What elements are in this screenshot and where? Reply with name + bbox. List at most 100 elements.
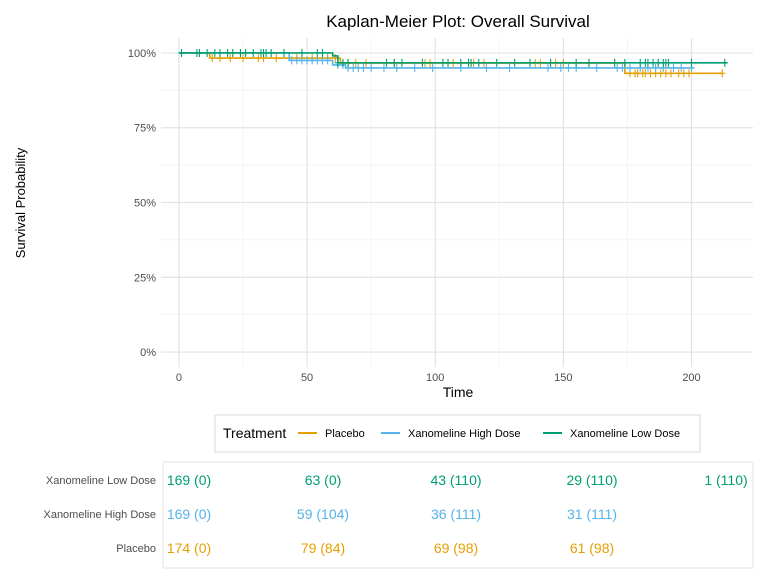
legend-label: Placebo	[325, 428, 365, 440]
risk-value: 31 (111)	[567, 506, 617, 522]
censor-mark	[224, 48, 231, 57]
censor-mark	[393, 63, 400, 72]
censor-mark	[314, 56, 321, 65]
censor-mark	[383, 58, 390, 67]
censor-mark	[626, 63, 633, 72]
censor-mark	[665, 58, 672, 67]
censor-mark	[229, 48, 236, 57]
y-tick-label: 50%	[134, 198, 156, 210]
legend-title: Treatment	[223, 425, 286, 441]
censor-mark	[621, 58, 628, 67]
censor-mark	[688, 58, 695, 67]
censor-mark	[216, 48, 223, 57]
censor-mark	[314, 48, 321, 57]
censor-mark	[324, 56, 331, 65]
censor-mark	[644, 58, 651, 67]
censor-mark	[304, 56, 311, 65]
y-tick-label: 75%	[134, 123, 156, 135]
censor-mark	[652, 63, 659, 72]
censor-mark	[445, 58, 452, 67]
censor-mark	[642, 69, 649, 78]
censor-mark	[268, 48, 275, 57]
censor-mark	[670, 63, 677, 72]
chart-title: Kaplan-Meier Plot: Overall Survival	[326, 12, 590, 31]
censor-mark	[334, 58, 341, 67]
censor-mark	[439, 58, 446, 67]
risk-value: 1 (110)	[704, 472, 747, 488]
censor-mark	[634, 69, 641, 78]
legend-box	[214, 414, 701, 453]
x-tick-label: 0	[176, 372, 182, 384]
censor-mark	[350, 63, 357, 72]
censor-mark	[657, 69, 664, 78]
series-xanomeline-low-dose	[178, 48, 728, 67]
censor-mark	[667, 69, 674, 78]
censor-mark	[240, 54, 247, 63]
censor-mark	[209, 54, 216, 63]
grid	[161, 38, 753, 367]
x-tick-label: 100	[426, 372, 444, 384]
legend: Treatment Placebo Xanomeline High Dose Xano…	[214, 414, 701, 453]
censor-mark	[309, 56, 316, 65]
censor-mark	[647, 69, 654, 78]
censor-mark	[178, 48, 185, 57]
y-tick-label: 25%	[134, 272, 156, 284]
censor-mark	[204, 48, 211, 57]
censor-mark	[662, 69, 669, 78]
censor-mark	[255, 54, 262, 63]
risk-value: 59 (104)	[297, 506, 349, 522]
censor-mark	[457, 58, 464, 67]
censor-mark	[493, 58, 500, 67]
risk-table-panel	[162, 461, 754, 569]
censor-mark	[483, 63, 490, 72]
censor-mark	[360, 63, 367, 72]
risk-value: 43 (110)	[430, 472, 481, 488]
censor-mark	[573, 58, 580, 67]
risk-value: 69 (98)	[434, 540, 478, 556]
axes: 0 50 100 150 200 0% 25% 50% 75% 100%	[128, 48, 701, 384]
censor-mark	[527, 58, 534, 67]
x-tick-label: 50	[301, 372, 313, 384]
censor-mark	[619, 63, 626, 72]
risk-value: 63 (0)	[305, 472, 342, 488]
censor-mark	[721, 58, 728, 67]
legend-label: Xanomeline Low Dose	[570, 428, 680, 440]
censor-mark	[593, 63, 600, 72]
series-xanomeline-high-dose	[178, 52, 695, 72]
risk-table: Xanomeline Low Dose 169 (0) 63 (0) 43 (110)…	[43, 461, 754, 569]
censor-mark	[298, 56, 305, 65]
censor-mark	[655, 58, 662, 67]
x-axis-title: Time	[443, 384, 474, 400]
risk-value: 79 (84)	[301, 540, 345, 556]
censor-mark	[675, 69, 682, 78]
censor-mark	[227, 54, 234, 63]
censor-mark	[547, 58, 554, 67]
censor-mark	[391, 58, 398, 67]
risk-row-label: Xanomeline High Dose	[43, 509, 156, 521]
censor-mark	[380, 63, 387, 72]
censor-mark	[263, 48, 270, 57]
censor-mark	[565, 63, 572, 72]
risk-row-label: Placebo	[116, 543, 156, 555]
risk-value: 29 (110)	[566, 472, 617, 488]
censor-mark	[319, 48, 326, 57]
censor-mark	[680, 69, 687, 78]
censor-mark	[511, 58, 518, 67]
censor-mark	[355, 63, 362, 72]
censor-mark	[345, 58, 352, 67]
censor-mark	[650, 58, 657, 67]
risk-value: 169 (0)	[167, 506, 211, 522]
censor-mark	[281, 48, 288, 57]
censor-mark	[368, 63, 375, 72]
censor-mark	[585, 58, 592, 67]
censor-mark	[611, 58, 618, 67]
y-tick-label: 100%	[128, 48, 156, 60]
censor-mark	[398, 58, 405, 67]
risk-value: 169 (0)	[167, 472, 211, 488]
risk-row-label: Xanomeline Low Dose	[46, 475, 156, 487]
censor-mark	[614, 63, 621, 72]
censor-mark	[719, 69, 726, 78]
censor-mark	[242, 48, 249, 57]
risk-value: 61 (98)	[570, 540, 614, 556]
